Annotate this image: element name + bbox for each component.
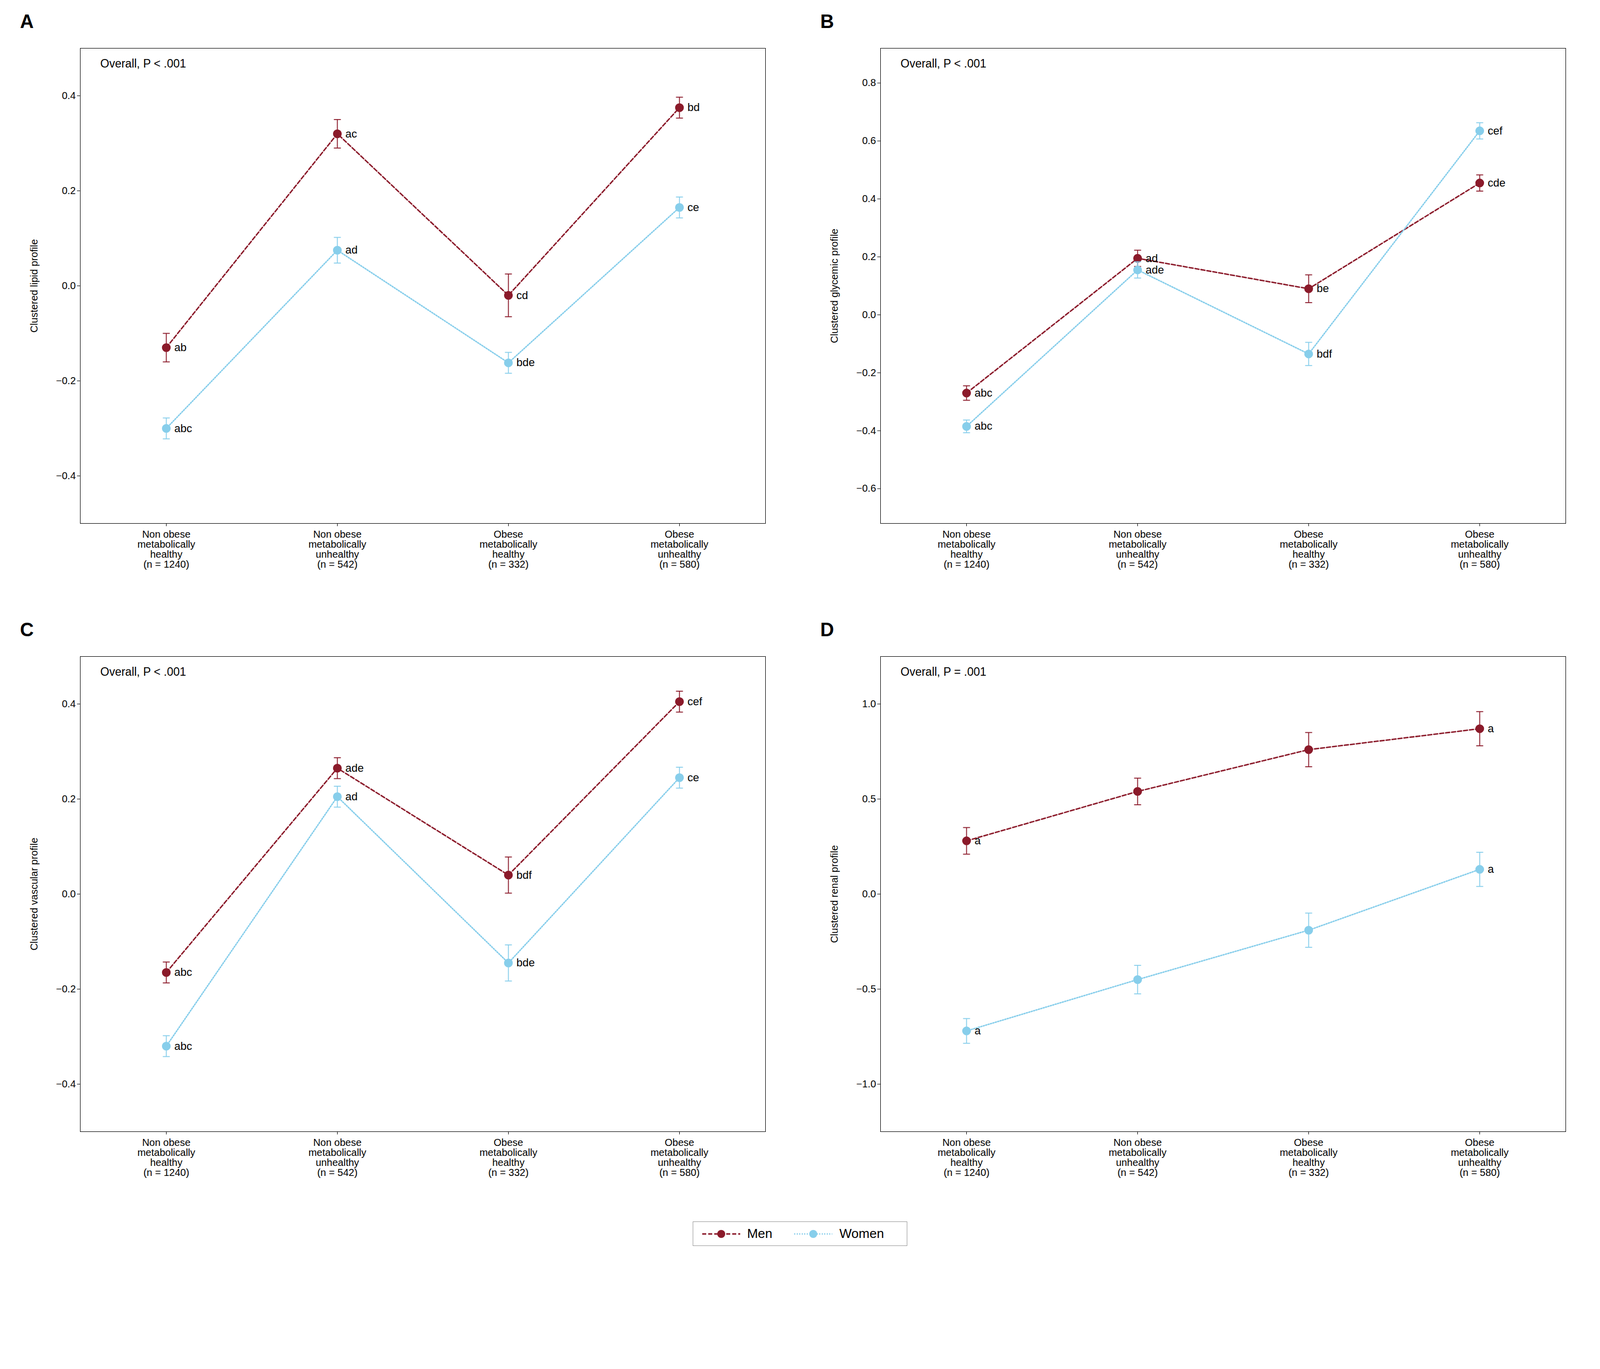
svg-text:Obesemetabolicallyunhealthy(n: Obesemetabolicallyunhealthy(n = 580) [1450,1136,1509,1178]
svg-text:ac: ac [345,127,358,141]
svg-text:bdf: bdf [516,868,533,882]
svg-text:1.0: 1.0 [862,698,877,710]
svg-text:Clustered glycemic profile: Clustered glycemic profile [828,228,840,344]
svg-text:Obesemetabolicallyhealthy(n =: Obesemetabolicallyhealthy(n = 332) [1279,528,1338,570]
svg-text:−0.2: −0.2 [56,375,76,387]
svg-text:ad: ad [345,243,358,257]
svg-text:Non obesemetabolicallyunhealth: Non obesemetabolicallyunhealthy(n = 542) [1108,528,1167,570]
svg-text:bde: bde [516,356,536,369]
svg-text:0.4: 0.4 [62,90,77,102]
svg-text:abc: abc [974,386,993,400]
svg-text:0.5: 0.5 [862,793,877,805]
svg-text:bdf: bdf [1316,347,1333,361]
svg-text:ab: ab [174,341,187,354]
html-text:D: D [820,619,835,641]
svg-text:Non obesemetabolicallyhealthy(: Non obesemetabolicallyhealthy(n = 1240) [137,1136,196,1178]
svg-text:Non obesemetabolicallyunhealth: Non obesemetabolicallyunhealthy(n = 542) [1108,1136,1167,1178]
svg-text:Obesemetabolicallyhealthy(n =: Obesemetabolicallyhealthy(n = 332) [479,1136,538,1178]
svg-text:−0.6: −0.6 [856,482,876,494]
svg-text:cef: cef [687,695,703,708]
svg-text:Obesemetabolicallyhealthy(n =: Obesemetabolicallyhealthy(n = 332) [1279,1136,1338,1178]
svg-text:cef: cef [1487,124,1503,138]
svg-text:ad: ad [345,790,358,803]
svg-text:ad: ad [1145,252,1158,265]
html-text:A: A [20,11,34,33]
svg-text:0.0: 0.0 [62,280,77,292]
svg-text:ce: ce [687,201,700,214]
svg-text:ade: ade [345,761,365,775]
svg-text:−0.2: −0.2 [856,367,876,379]
svg-text:abc: abc [974,419,993,433]
svg-text:Overall, P < .001: Overall, P < .001 [100,57,187,71]
svg-text:be: be [1316,282,1329,295]
svg-text:a: a [1487,722,1495,735]
svg-text:Overall, P = .001: Overall, P = .001 [900,665,987,679]
svg-text:a: a [974,834,982,847]
svg-text:Obesemetabolicallyunhealthy(n: Obesemetabolicallyunhealthy(n = 580) [650,528,709,570]
svg-text:0.0: 0.0 [62,888,77,900]
svg-text:ade: ade [1145,263,1165,277]
svg-text:Overall, P < .001: Overall, P < .001 [100,665,187,679]
svg-text:Non obesemetabolicallyhealthy(: Non obesemetabolicallyhealthy(n = 1240) [937,1136,996,1178]
svg-text:−0.4: −0.4 [856,425,876,437]
svg-text:0.2: 0.2 [862,251,877,263]
svg-text:−0.5: −0.5 [856,983,876,995]
svg-text:Non obesemetabolicallyhealthy(: Non obesemetabolicallyhealthy(n = 1240) [137,528,196,570]
svg-text:Non obesemetabolicallyhealthy(: Non obesemetabolicallyhealthy(n = 1240) [937,528,996,570]
svg-text:Clustered vascular profile: Clustered vascular profile [28,837,40,951]
svg-text:0.4: 0.4 [862,193,877,205]
svg-text:abc: abc [174,1039,193,1053]
svg-text:a: a [1487,862,1495,876]
svg-text:−0.4: −0.4 [56,1078,76,1090]
svg-text:Obesemetabolicallyhealthy(n =: Obesemetabolicallyhealthy(n = 332) [479,528,538,570]
svg-text:−1.0: −1.0 [856,1078,876,1090]
html-text:C: C [20,619,34,641]
html-text:Men: Men [747,1225,773,1241]
svg-text:ce: ce [687,771,700,784]
svg-text:Obesemetabolicallyunhealthy(n: Obesemetabolicallyunhealthy(n = 580) [1450,528,1509,570]
svg-text:cd: cd [516,289,529,302]
svg-text:0.0: 0.0 [862,309,877,321]
svg-text:0.4: 0.4 [62,698,77,710]
svg-text:−0.4: −0.4 [56,470,76,482]
svg-text:0.2: 0.2 [62,793,77,805]
svg-text:abc: abc [174,422,193,435]
html-text:B: B [820,11,835,33]
svg-text:Clustered lipid profile: Clustered lipid profile [28,239,40,333]
svg-text:−0.2: −0.2 [56,983,76,995]
svg-text:0.6: 0.6 [862,135,877,147]
svg-text:cde: cde [1487,176,1506,190]
svg-text:0.0: 0.0 [862,888,877,900]
svg-text:a: a [974,1024,982,1037]
svg-text:0.8: 0.8 [862,77,877,89]
svg-text:Non obesemetabolicallyunhealth: Non obesemetabolicallyunhealthy(n = 542) [308,1136,367,1178]
svg-text:bd: bd [687,101,700,114]
svg-text:Non obesemetabolicallyunhealth: Non obesemetabolicallyunhealthy(n = 542) [308,528,367,570]
svg-text:Clustered renal profile: Clustered renal profile [828,845,840,944]
svg-text:bde: bde [516,956,536,969]
svg-text:Obesemetabolicallyunhealthy(n: Obesemetabolicallyunhealthy(n = 580) [650,1136,709,1178]
html-text:Women: Women [839,1225,884,1241]
svg-text:Overall, P < .001: Overall, P < .001 [900,57,987,71]
svg-text:abc: abc [174,965,193,979]
svg-text:0.2: 0.2 [62,185,77,197]
